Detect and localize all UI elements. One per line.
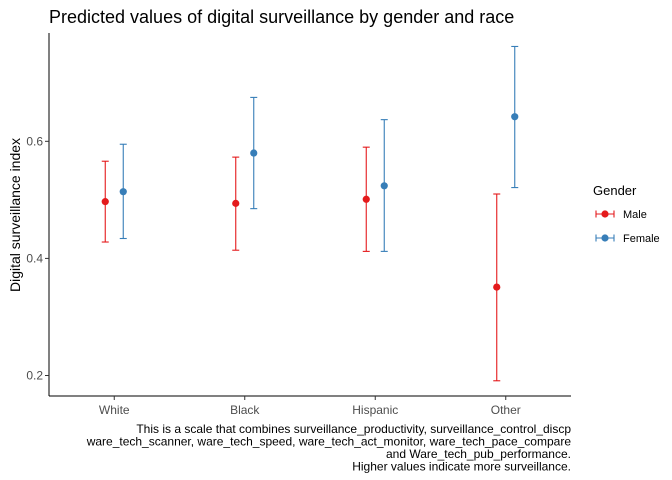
- data-point: [362, 195, 370, 203]
- caption-line: Higher values indicate more surveillance…: [352, 460, 571, 474]
- data-point: [250, 149, 258, 157]
- legend-entry: Male: [595, 209, 647, 221]
- legend-title: Gender: [593, 183, 637, 198]
- legend-label: Female: [623, 233, 660, 245]
- data-marks: [101, 45, 519, 382]
- x-tick-label: Other: [491, 403, 521, 417]
- data-point: [119, 188, 127, 196]
- errorbar-group: [362, 146, 370, 252]
- chart-title: Predicted values of digital surveillance…: [49, 7, 514, 27]
- x-tick-label: White: [99, 403, 130, 417]
- errorbar-group: [493, 193, 501, 382]
- errorbar-group: [232, 156, 240, 251]
- legend-label: Male: [623, 209, 647, 221]
- caption-line: and Ware_tech_pub_performance.: [386, 447, 571, 461]
- x-tick-label: Black: [230, 403, 260, 417]
- legend-key-point: [601, 210, 609, 218]
- errorbar-group: [511, 45, 519, 189]
- data-point: [493, 283, 501, 291]
- x-tick-label: Hispanic: [352, 403, 398, 417]
- errorbar-group: [101, 160, 109, 243]
- legend-entry: Female: [595, 233, 660, 245]
- errorbar-group: [380, 119, 388, 252]
- legend: Gender Male Female: [593, 183, 660, 245]
- data-point: [380, 182, 388, 190]
- x-axis: White Black Hispanic Other: [49, 395, 571, 417]
- y-axis: 0.2 0.4 0.6: [26, 33, 50, 396]
- y-tick-label: 0.2: [26, 369, 43, 383]
- y-axis-title: Digital surveillance index: [7, 138, 23, 292]
- caption-line: This is a scale that combines surveillan…: [136, 422, 571, 436]
- legend-key-point: [601, 234, 609, 242]
- caption: This is a scale that combines surveillan…: [86, 422, 572, 474]
- data-point: [232, 199, 240, 207]
- errorbar-group: [250, 96, 258, 210]
- data-point: [101, 198, 109, 206]
- errorbar-group: [119, 143, 127, 240]
- caption-line: ware_tech_scanner, ware_tech_speed, ware…: [86, 435, 572, 449]
- y-tick-label: 0.6: [26, 134, 43, 148]
- data-point: [511, 113, 519, 121]
- y-tick-label: 0.4: [26, 251, 43, 265]
